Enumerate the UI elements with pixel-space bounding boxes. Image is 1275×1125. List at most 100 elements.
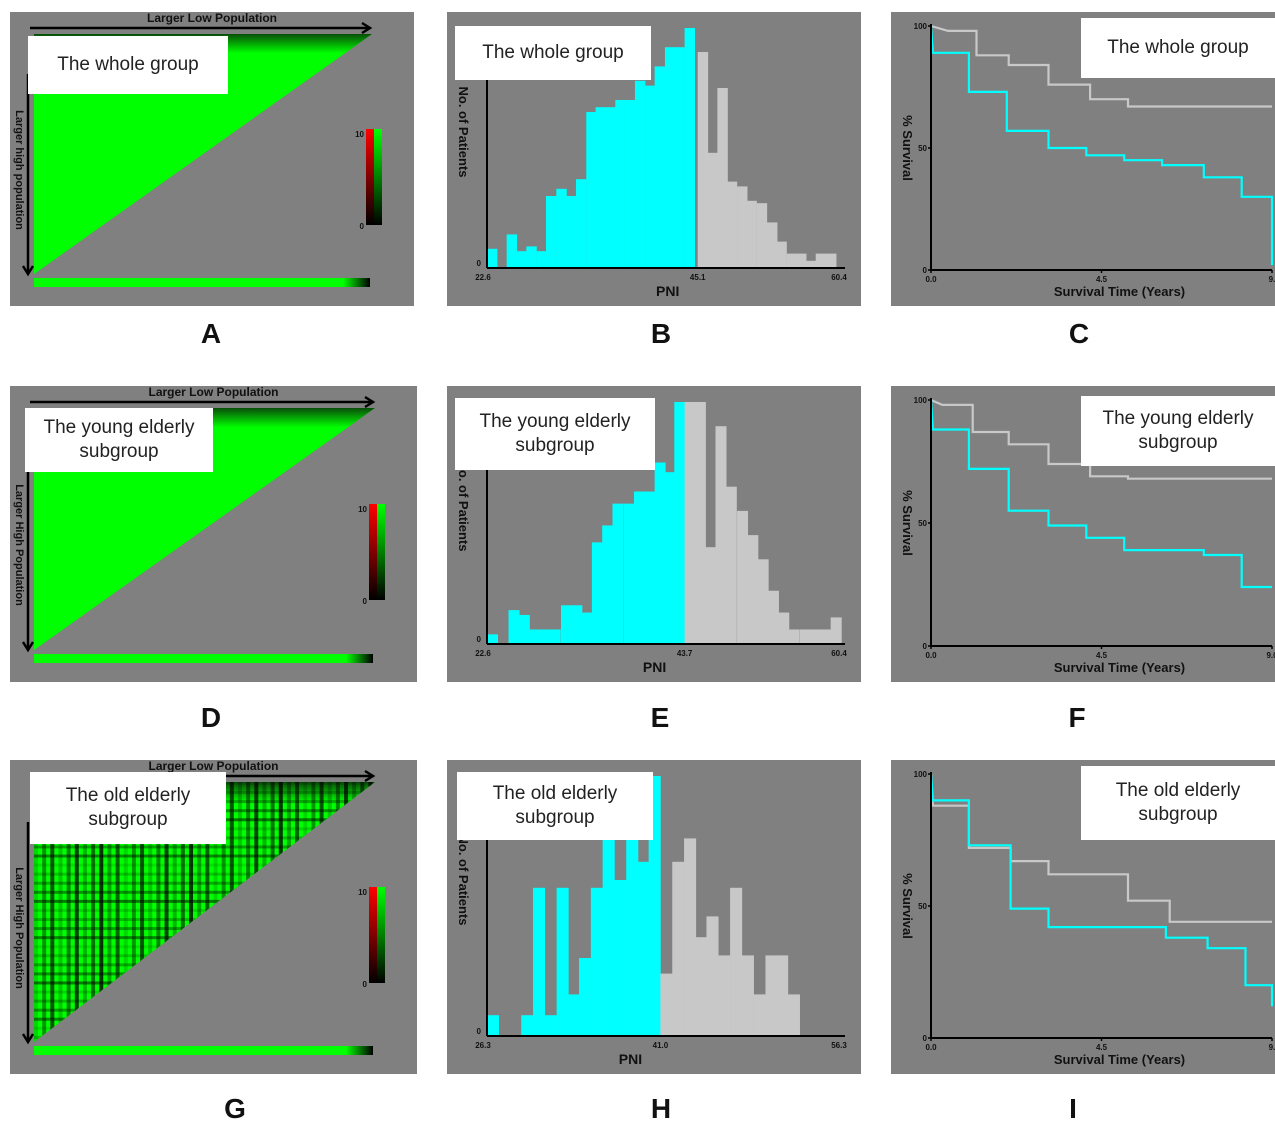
x-tick-label: 60.4 (831, 273, 847, 282)
stripe (34, 990, 375, 994)
legend-max-label: 10 (358, 888, 367, 897)
stripe (180, 782, 185, 1042)
low-bar (634, 491, 646, 644)
stripe (34, 890, 375, 894)
high-bar (706, 916, 719, 1036)
stripe (237, 782, 242, 1042)
stripe (156, 782, 161, 1042)
low-bar (590, 887, 603, 1036)
low-bar (612, 503, 624, 644)
high-bar (786, 253, 798, 268)
heatmap-panel-d: Larger Low Population Larger High Populat… (10, 386, 417, 682)
high-bar (820, 629, 832, 644)
histogram-panel-b: 22.6 45.1 60.4 0 PNI No. of Patients The whol… (447, 12, 861, 306)
stripe (34, 981, 375, 985)
stripe (34, 1017, 375, 1021)
low-bar (648, 776, 661, 1036)
stripe (197, 782, 202, 1042)
low-bar (625, 100, 637, 268)
legend-min-label: 0 (363, 980, 368, 989)
high-bar (746, 200, 757, 268)
panel-letter-b: B (650, 318, 672, 349)
high-bar (767, 222, 778, 268)
stripe (34, 927, 375, 931)
histogram-svg: 22.6 45.1 60.4 0 PNI No. of Patients (456, 28, 847, 299)
x-axis-title: Larger Low Population (148, 760, 278, 773)
high-bar (725, 486, 737, 644)
y-axis-title: Larger High Population (13, 484, 25, 606)
y-axis-title: No. of Patients (456, 834, 471, 925)
stripe (352, 782, 357, 1042)
survival-line-low (929, 773, 1274, 1007)
y-tick-label: 50 (918, 902, 927, 911)
y-tick-label: 0 (477, 635, 482, 644)
survival-line-low (929, 25, 1274, 266)
stripe (99, 782, 104, 1042)
low-bar (529, 629, 541, 644)
high-bar (672, 861, 685, 1036)
histogram-panel-e: 22.6 43.7 60.4 0 PNI No. of Patients The youn… (447, 386, 861, 682)
high-bar (737, 186, 748, 268)
low-bar (518, 614, 530, 644)
stripe (123, 782, 128, 1042)
stripe (107, 782, 112, 1042)
low-bar (674, 402, 686, 644)
stripe (74, 782, 79, 1042)
panel-letter-c: C (1068, 318, 1090, 349)
x-tick-label: 56.3 (831, 1041, 847, 1050)
stripe (34, 845, 375, 849)
low-bar (645, 85, 656, 268)
panel-letter-e: E (650, 702, 670, 733)
high-bar (830, 617, 842, 644)
stripe (115, 782, 120, 1042)
high-bar (715, 426, 727, 644)
y-arrowhead (21, 641, 35, 653)
panel-letter-d: D (200, 702, 222, 733)
heatmap-bottom-strip (34, 278, 370, 287)
legend-green-bar (374, 129, 382, 225)
low-bar (602, 776, 615, 1036)
low-bar (626, 776, 639, 1036)
y-axis-title: % Survival (900, 873, 915, 939)
panel-label: The young elderly subgroup (455, 398, 655, 470)
y-tick-label: 50 (918, 519, 927, 528)
survival-panel-f: 0 50 100 0.0 4.5 9.0 Survival Time (Years) % Su… (891, 386, 1275, 682)
stripe (303, 782, 308, 1042)
panel-label: The whole group (28, 36, 228, 94)
stripe (140, 782, 145, 1042)
y-tick-label: 100 (914, 770, 928, 779)
x-tick-label: 26.3 (475, 1041, 491, 1050)
histogram-svg: 26.3 41.0 56.3 0 PNI No. of Patients (456, 776, 847, 1067)
x-axis-title: Larger Low Population (147, 12, 277, 25)
high-bar (747, 535, 759, 644)
low-bar (487, 248, 498, 268)
high-bar (810, 629, 822, 644)
legend-min-label: 0 (360, 222, 365, 231)
low-bar (664, 47, 676, 269)
stripe (34, 963, 375, 967)
stripe (66, 782, 71, 1042)
y-axis-title: % Survival (900, 115, 915, 181)
legend-max-label: 10 (358, 505, 367, 514)
x-tick-label: 60.4 (831, 649, 847, 658)
x-axis-title: Survival Time (Years) (1054, 1052, 1185, 1067)
low-bar (544, 1015, 557, 1036)
y-tick-label: 0 (923, 1034, 928, 1043)
y-tick-label: 0 (477, 1027, 482, 1036)
x-tick-label: 22.6 (475, 273, 491, 282)
stripe (286, 782, 291, 1042)
high-bar (765, 955, 778, 1036)
stripe (34, 899, 375, 903)
heatmap-triangle-shade (34, 34, 372, 274)
high-bar (730, 887, 743, 1036)
low-bar (674, 47, 685, 269)
low-bar (615, 100, 626, 268)
survival-line-low (929, 399, 1272, 589)
low-bar (595, 107, 607, 268)
stripe (229, 782, 234, 1042)
y-axis-title: Larger high population (13, 110, 25, 230)
stripe (319, 782, 324, 1042)
survival-panel-i: 0 50 100 0.0 4.5 9. Survival Time (Years) % Sur… (891, 760, 1275, 1074)
high-bar (776, 241, 787, 268)
legend-green-bar (377, 504, 385, 600)
